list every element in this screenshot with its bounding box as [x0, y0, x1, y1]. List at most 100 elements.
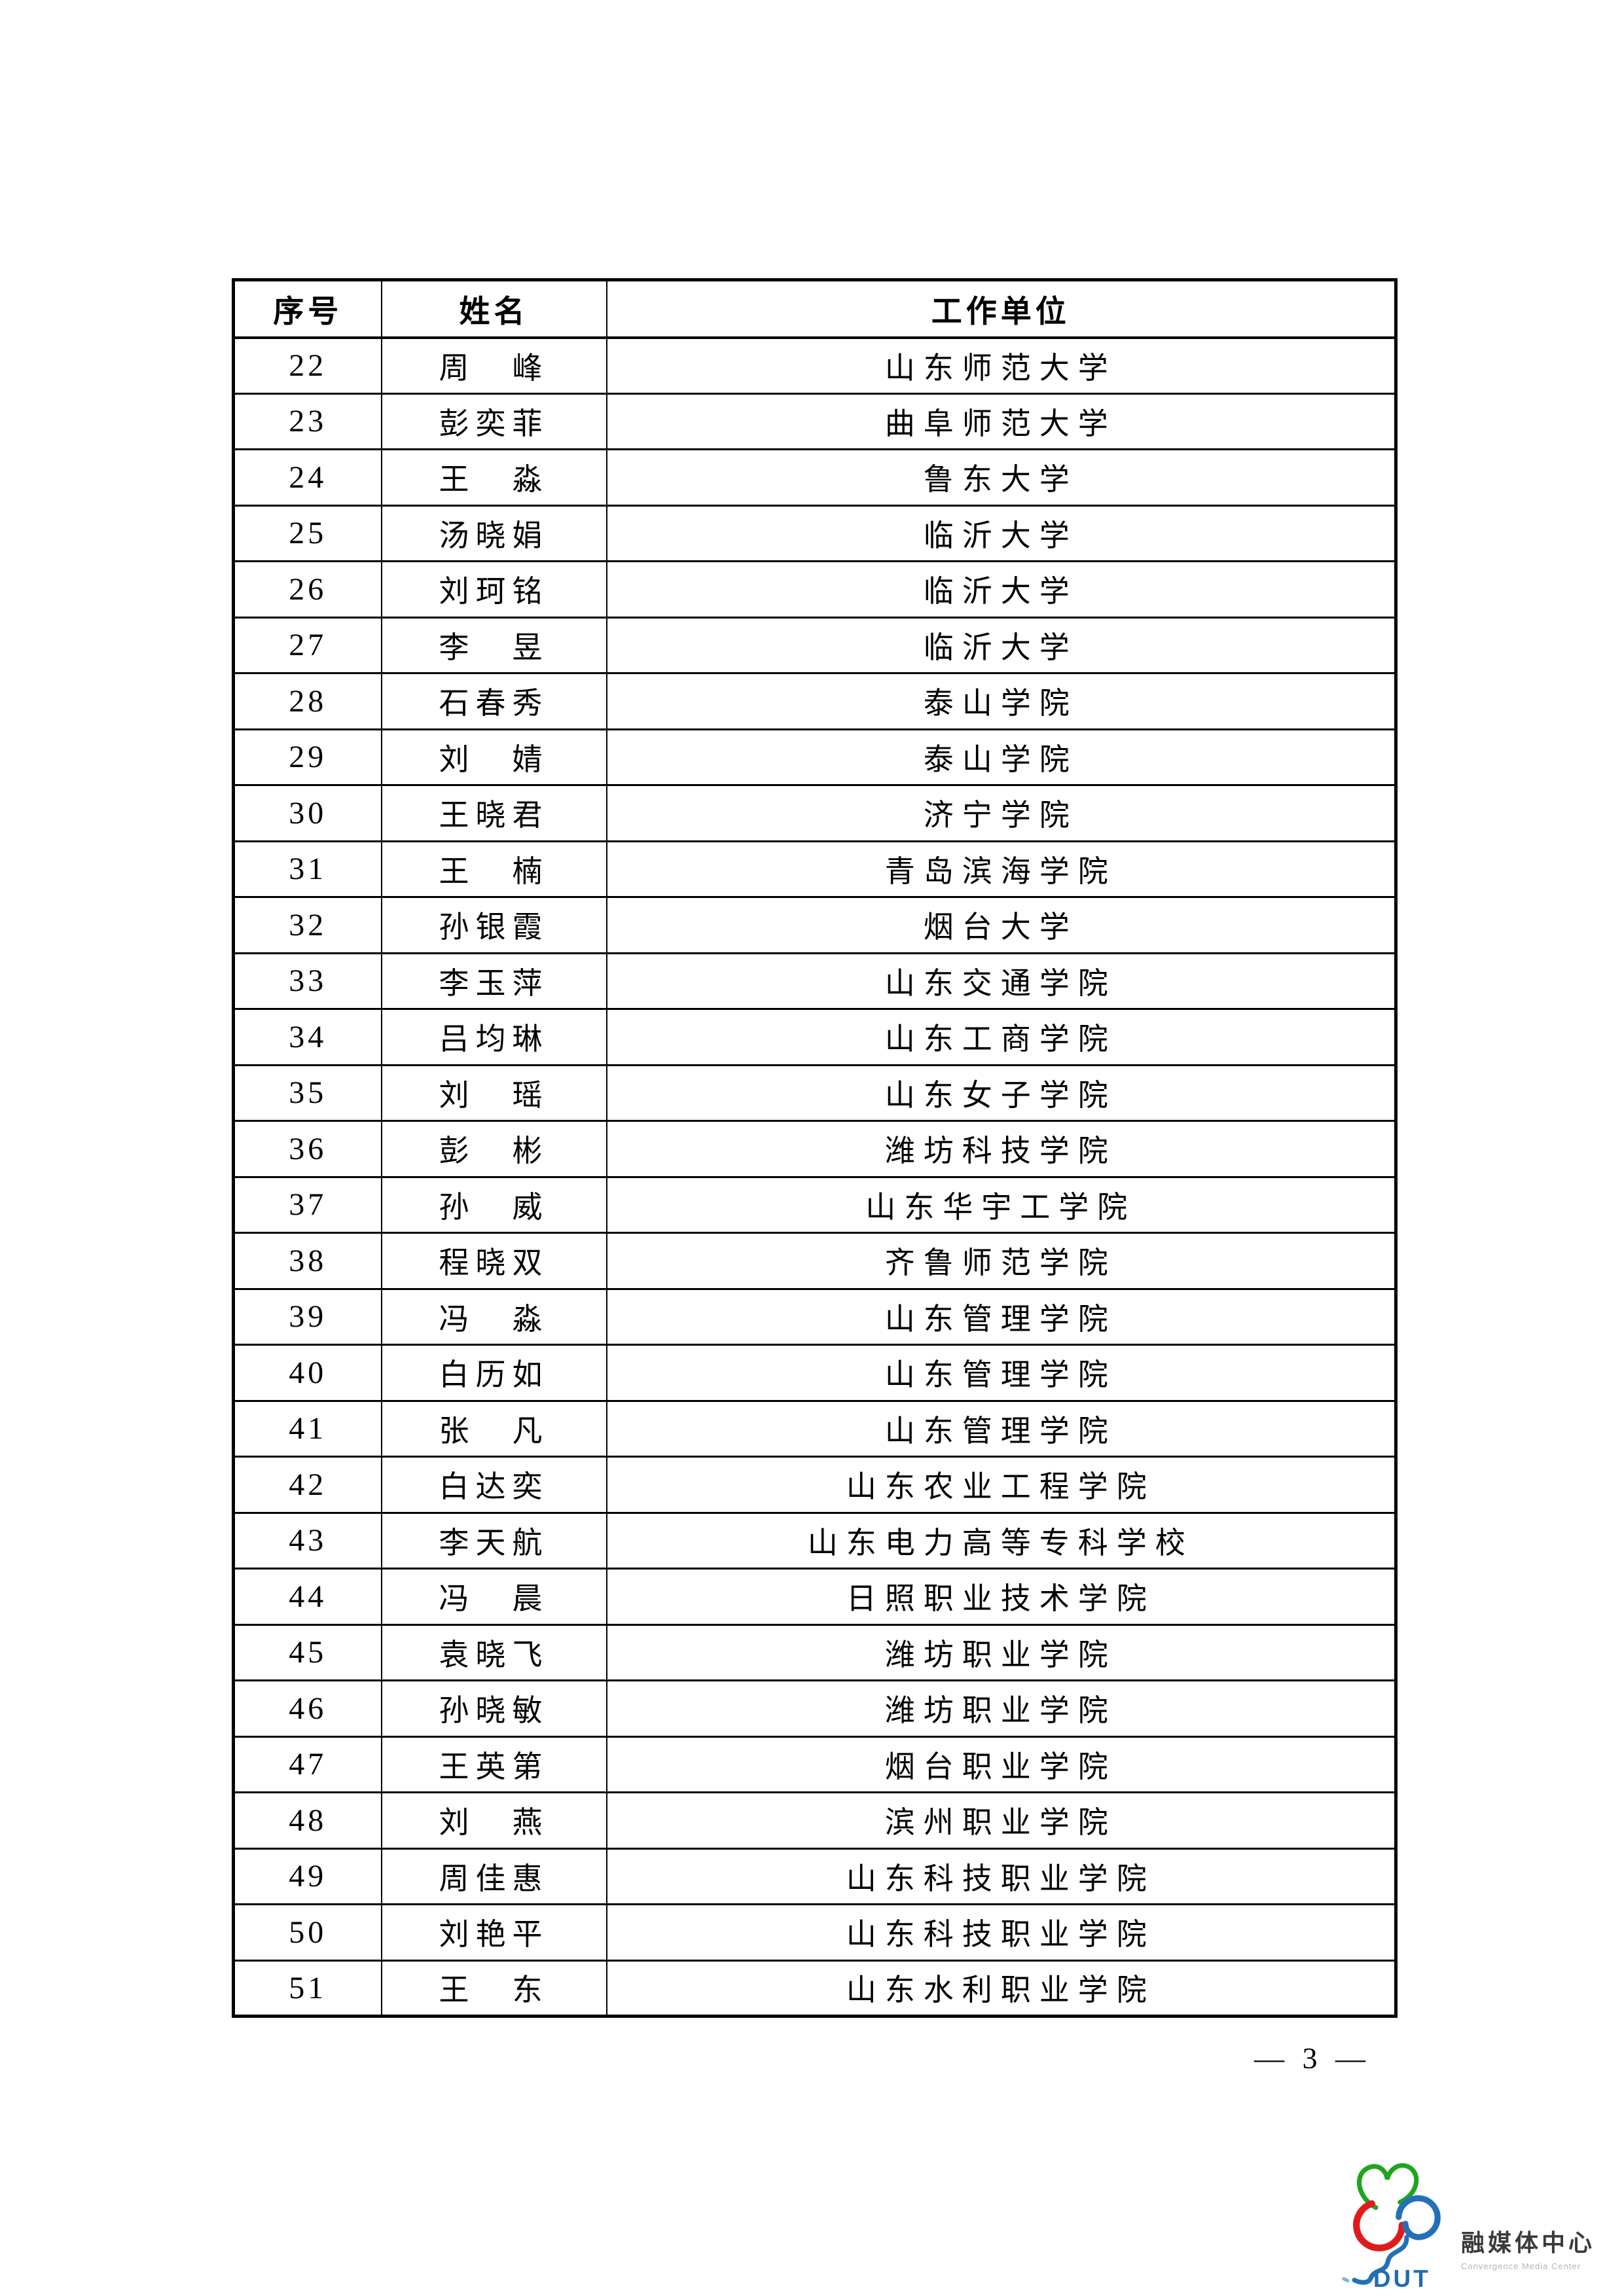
sdut-logo-mark-icon: DUT [1342, 2163, 1441, 2289]
cell-name: 孙银霞 [380, 896, 607, 954]
cell-name: 刘珂铭 [380, 560, 607, 619]
header-work-unit: 工作单位 [605, 279, 1397, 339]
cell-name: 王 东 [380, 1959, 607, 2017]
sdut-media-logo: DUT 融媒体中心 Convergence Media Center [1331, 2152, 1612, 2289]
cell-unit: 烟台大学 [605, 896, 1397, 954]
table-row: 26 刘珂铭 临沂大学 [232, 560, 1397, 619]
cell-unit: 山东电力高等专科学校 [605, 1511, 1397, 1570]
logo-cn-label: 融媒体中心 [1461, 2229, 1596, 2257]
table-row: 30 王晓君 济宁学院 [232, 784, 1397, 842]
cell-unit: 齐鲁师范学院 [605, 1232, 1397, 1290]
cell-no: 35 [232, 1064, 382, 1122]
cell-no: 27 [232, 616, 382, 674]
cell-no: 36 [232, 1120, 382, 1178]
cell-no: 51 [232, 1959, 382, 2017]
table-row: 44 冯 晨日照职业技术学院 [232, 1568, 1397, 1626]
cell-unit: 潍坊职业学院 [605, 1679, 1397, 1738]
cell-unit: 青岛滨海学院 [605, 840, 1397, 898]
cell-name: 彭奕菲 [380, 392, 607, 450]
cell-no: 43 [232, 1511, 382, 1570]
table-row: 24 王 淼鲁东大学 [232, 448, 1397, 507]
page-number: — 3 — [1254, 2041, 1371, 2075]
logo-text-block: 融媒体中心 Convergence Media Center [1461, 2230, 1595, 2271]
cell-no: 48 [232, 1791, 382, 1850]
cell-no: 24 [232, 448, 382, 507]
cell-unit: 山东管理学院 [605, 1344, 1397, 1402]
table-row: 25 汤晓娟 临沂大学 [232, 504, 1397, 562]
cell-name: 汤晓娟 [380, 504, 607, 562]
cell-unit: 山东农业工程学院 [605, 1456, 1397, 1514]
table-row: 37 孙 威山东华宇工学院 [232, 1175, 1397, 1234]
cell-unit: 日照职业技术学院 [605, 1568, 1397, 1626]
cell-unit: 山东水利职业学院 [605, 1959, 1397, 2017]
cell-unit: 鲁东大学 [605, 448, 1397, 507]
cell-unit: 泰山学院 [605, 672, 1397, 730]
table-row: 46 孙晓敏 潍坊职业学院 [232, 1679, 1397, 1738]
cell-unit: 山东交通学院 [605, 952, 1397, 1010]
table-row: 50 刘艳平 山东科技职业学院 [232, 1903, 1397, 1962]
cell-name: 冯 淼 [380, 1287, 607, 1346]
table-row: 28 石春秀 泰山学院 [232, 672, 1397, 730]
cell-unit: 滨州职业学院 [605, 1791, 1397, 1850]
cell-unit: 山东女子学院 [605, 1064, 1397, 1122]
sdut-acronym-text: DUT [1373, 2265, 1431, 2289]
cell-name: 袁晓飞 [380, 1623, 607, 1681]
header-name: 姓名 [380, 279, 607, 339]
cell-name: 刘艳平 [380, 1903, 607, 1962]
cell-no: 25 [232, 504, 382, 562]
table-row: 29 刘 婧泰山学院 [232, 728, 1397, 786]
cell-no: 39 [232, 1287, 382, 1346]
cell-no: 26 [232, 560, 382, 619]
cell-name: 孙晓敏 [380, 1679, 607, 1738]
cell-unit: 泰山学院 [605, 728, 1397, 786]
cell-no: 44 [232, 1568, 382, 1626]
cell-name: 程晓双 [380, 1232, 607, 1290]
roster-table-body: 22 周 峰山东师范大学 23 彭奕菲 曲阜师范大学 24 王 淼鲁东大学 25 汤晓娟 临沂大学… [232, 336, 1397, 2017]
cell-no: 33 [232, 952, 382, 1010]
cell-unit: 山东科技职业学院 [605, 1903, 1397, 1962]
roster-table: 序号 姓名 工作单位 22 周 峰山东师范大学 23 彭奕菲 曲阜师范大学 24 王 淼鲁东… [232, 278, 1398, 2018]
cell-no: 29 [232, 728, 382, 786]
table-row: 39 冯 淼山东管理学院 [232, 1287, 1397, 1346]
logo-en-label: Convergence Media Center [1461, 2261, 1581, 2271]
cell-unit: 潍坊科技学院 [605, 1120, 1397, 1178]
cell-unit: 临沂大学 [605, 560, 1397, 619]
cell-unit: 山东科技职业学院 [605, 1847, 1397, 1905]
table-row: 51 王 东山东水利职业学院 [232, 1959, 1397, 2017]
roster-table-header: 序号 姓名 工作单位 [232, 279, 1397, 339]
table-row: 41 张 凡山东管理学院 [232, 1399, 1397, 1458]
cell-unit: 临沂大学 [605, 504, 1397, 562]
cell-no: 37 [232, 1175, 382, 1234]
cell-no: 38 [232, 1232, 382, 1290]
cell-no: 31 [232, 840, 382, 898]
cell-no: 23 [232, 392, 382, 450]
cell-no: 49 [232, 1847, 382, 1905]
cell-name: 刘 婧 [380, 728, 607, 786]
cell-no: 41 [232, 1399, 382, 1458]
cell-no: 30 [232, 784, 382, 842]
table-row: 42 白达奕 山东农业工程学院 [232, 1456, 1397, 1514]
cell-name: 李天航 [380, 1511, 607, 1570]
cell-no: 28 [232, 672, 382, 730]
cell-name: 周 峰 [380, 336, 607, 395]
cell-name: 周佳惠 [380, 1847, 607, 1905]
cell-no: 46 [232, 1679, 382, 1738]
table-row: 32 孙银霞 烟台大学 [232, 896, 1397, 954]
table-row: 22 周 峰山东师范大学 [232, 336, 1397, 395]
table-row: 34 吕均琳 山东工商学院 [232, 1008, 1397, 1066]
cell-name: 李 昱 [380, 616, 607, 674]
cell-unit: 济宁学院 [605, 784, 1397, 842]
cell-unit: 山东管理学院 [605, 1399, 1397, 1458]
cell-name: 冯 晨 [380, 1568, 607, 1626]
table-row: 48 刘 燕滨州职业学院 [232, 1791, 1397, 1850]
cell-no: 22 [232, 336, 382, 395]
cell-unit: 山东管理学院 [605, 1287, 1397, 1346]
cell-no: 32 [232, 896, 382, 954]
table-row: 49 周佳惠 山东科技职业学院 [232, 1847, 1397, 1905]
cell-name: 彭 彬 [380, 1120, 607, 1178]
cell-no: 50 [232, 1903, 382, 1962]
cell-name: 张 凡 [380, 1399, 607, 1458]
table-row: 27 李 昱临沂大学 [232, 616, 1397, 674]
table-row: 31 王 楠青岛滨海学院 [232, 840, 1397, 898]
table-row: 36 彭 彬潍坊科技学院 [232, 1120, 1397, 1178]
